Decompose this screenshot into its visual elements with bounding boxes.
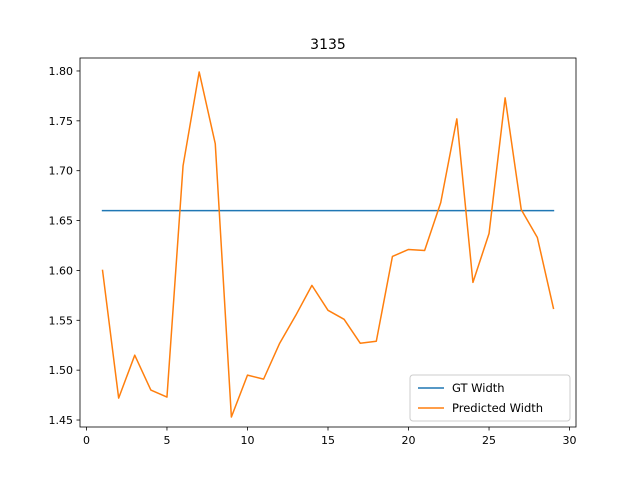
x-tick-label: 5 <box>163 434 170 447</box>
plot-area <box>101 71 555 418</box>
legend-label: Predicted Width <box>452 401 543 415</box>
y-tick-label: 1.65 <box>49 215 74 228</box>
y-tick-label: 1.60 <box>49 264 74 277</box>
y-tick-label: 1.75 <box>49 115 74 128</box>
y-tick-label: 1.50 <box>49 364 74 377</box>
legend: GT Width Predicted Width <box>409 374 571 422</box>
legend-box <box>409 374 571 422</box>
chart-title: 3135 <box>310 37 346 53</box>
y-tick-label: 1.70 <box>49 165 74 178</box>
x-axis: 0 5 10 15 20 25 30 <box>83 427 577 447</box>
x-tick-label: 25 <box>482 434 496 447</box>
x-tick-label: 0 <box>83 434 90 447</box>
x-tick-label: 15 <box>321 434 335 447</box>
y-axis: 1.45 1.50 1.55 1.60 1.65 1.70 1.75 1.80 <box>49 65 80 427</box>
legend-label: GT Width <box>452 381 505 395</box>
x-tick-label: 20 <box>402 434 416 447</box>
series-line-predicted-width <box>101 71 555 418</box>
x-tick-label: 10 <box>240 434 254 447</box>
y-tick-label: 1.55 <box>49 314 74 327</box>
y-tick-label: 1.80 <box>49 65 74 78</box>
x-tick-label: 30 <box>563 434 577 447</box>
y-tick-label: 1.45 <box>49 414 74 427</box>
